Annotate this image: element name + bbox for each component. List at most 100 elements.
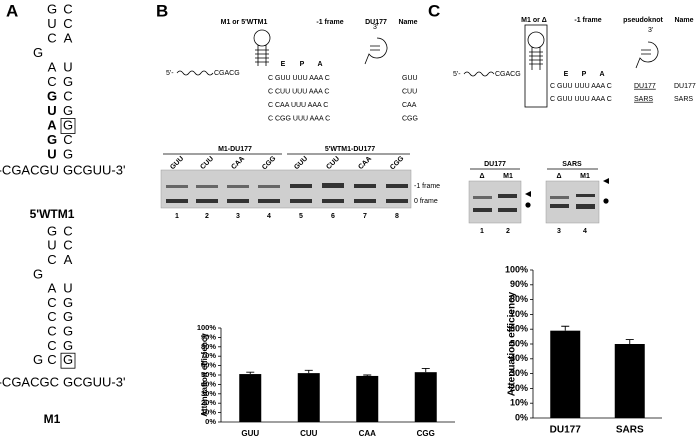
- nucleotide: C: [47, 324, 56, 339]
- y-tick-label: 40%: [201, 379, 216, 388]
- panel-label: C: [428, 1, 440, 20]
- nucleotide: G: [33, 45, 43, 60]
- error-bar: [304, 369, 313, 374]
- y-tick-label: 70%: [201, 351, 216, 360]
- lane-label: CAA: [230, 155, 246, 171]
- lane-label: CUU: [325, 155, 341, 171]
- lane-label: Δ: [556, 173, 561, 180]
- header: Name: [398, 19, 417, 26]
- bar: [614, 344, 645, 418]
- nucleotide: U: [47, 103, 56, 118]
- lane-label: M1: [503, 173, 513, 180]
- y-axis-label: Attenuation efficiency: [200, 333, 209, 417]
- strand-end: 3': [373, 24, 378, 31]
- nucleotide: U: [63, 59, 72, 74]
- lane-number: 7: [363, 213, 367, 220]
- y-tick-label: 20%: [201, 398, 216, 407]
- nucleotide: G: [63, 324, 73, 339]
- five-prime: 5'-: [166, 70, 174, 77]
- gel: [545, 180, 600, 224]
- bar: [356, 375, 379, 422]
- linker: CGACG: [495, 71, 521, 78]
- hairpin-icon: [524, 24, 659, 108]
- lane-label: GUU: [293, 155, 309, 171]
- nucleotide: G: [47, 132, 57, 147]
- nucleotide: G: [63, 146, 73, 161]
- nucleotide: C: [63, 16, 72, 31]
- x-tick-label: GUU: [241, 429, 259, 438]
- linker-line: [463, 71, 495, 77]
- gel-group: DU177: [484, 161, 506, 168]
- row-name: CAA: [402, 102, 417, 109]
- bar: [239, 374, 262, 422]
- nucleotide: A: [48, 281, 57, 296]
- error-bar: [246, 371, 255, 375]
- y-tick-label: 80%: [201, 342, 216, 351]
- pseudoknot-name: SARS: [634, 96, 653, 103]
- y-tick-label: 80%: [510, 294, 528, 304]
- row-name: CUU: [402, 88, 417, 95]
- y-tick-label: 0%: [205, 417, 216, 426]
- strand-end: 3': [648, 27, 653, 34]
- nucleotide: A: [47, 117, 57, 132]
- sequence: 5'-CGACGU: [0, 162, 59, 177]
- site: E: [281, 61, 286, 68]
- lane-label: M1: [580, 173, 590, 180]
- site: E: [564, 71, 569, 78]
- y-tick-label: 90%: [510, 279, 528, 289]
- sequence: C GUU UUU AAA C: [550, 96, 612, 103]
- lane-label: CGG: [261, 155, 278, 172]
- y-tick-label: 100%: [505, 264, 528, 274]
- x-tick-label: CUU: [300, 429, 318, 438]
- lane-number: 2: [506, 228, 510, 235]
- y-tick-label: 20%: [510, 383, 528, 393]
- nucleotide: G: [47, 1, 57, 16]
- lane-number: 1: [175, 213, 179, 220]
- nucleotide: C: [47, 295, 56, 310]
- gel-group: M1-DU177: [218, 146, 252, 153]
- nucleotide: G: [63, 295, 73, 310]
- lane-number: 3: [236, 213, 240, 220]
- header: pseudoknot: [623, 17, 663, 24]
- lane-label: CUU: [199, 155, 215, 171]
- y-tick-label: 60%: [510, 324, 528, 334]
- five-prime: 5'-: [453, 71, 461, 78]
- y-tick-label: 70%: [510, 309, 528, 319]
- error-bar: [561, 325, 570, 331]
- x-tick-label: DU177: [550, 425, 582, 436]
- x-tick-label: CGG: [417, 429, 435, 438]
- site: A: [599, 71, 604, 78]
- linker-line: [176, 70, 214, 76]
- nucleotide: C: [47, 74, 56, 89]
- x-tick-label: CAA: [359, 429, 377, 438]
- nucleotide: G: [63, 117, 73, 132]
- header: DU177: [365, 19, 387, 26]
- bar: [297, 373, 320, 422]
- y-tick-label: 10%: [510, 398, 528, 408]
- nucleotide: U: [63, 281, 72, 296]
- row-name: GUU: [402, 75, 418, 82]
- nucleotide: C: [63, 223, 72, 238]
- sequence: C CAA UUU AAA C: [268, 102, 328, 109]
- y-tick-label: 30%: [510, 368, 528, 378]
- sequence: GCGUU-3': [63, 162, 125, 177]
- lane-label: GUU: [169, 155, 185, 171]
- panel-label: B: [156, 1, 168, 20]
- sequence: C CGG UUU AAA C: [268, 115, 330, 122]
- row-name: CGG: [402, 115, 418, 122]
- nucleotide: C: [47, 352, 56, 367]
- lane-number: 2: [205, 213, 209, 220]
- band-label: 0 frame: [414, 198, 438, 205]
- gel-bands: [473, 194, 595, 212]
- header: -1 frame: [316, 19, 343, 26]
- linker: CGACG: [214, 70, 240, 77]
- nucleotide: C: [63, 88, 72, 103]
- nucleotide: A: [64, 252, 73, 267]
- gel-group: 5'WTM1-DU177: [325, 146, 375, 153]
- nucleotide: U: [47, 16, 56, 31]
- box: [60, 118, 76, 134]
- site: P: [300, 61, 305, 68]
- band-label: -1 frame: [414, 183, 440, 190]
- sequence: GCGUU-3': [63, 374, 125, 389]
- pseudoknot-name: DU177: [634, 83, 656, 90]
